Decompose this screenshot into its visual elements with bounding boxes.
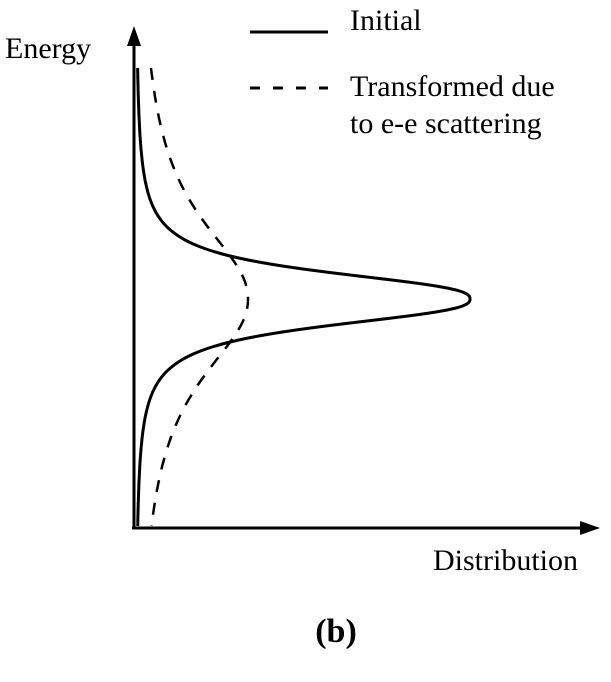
- transformed-distribution-curve: [149, 67, 250, 527]
- legend-transformed-label-line2: to e-e scattering: [350, 107, 542, 140]
- initial-distribution-curve: [136, 67, 472, 527]
- y-axis-arrowhead-icon: [127, 26, 141, 46]
- y-axis-label: Energy: [5, 32, 91, 65]
- legend-initial-label: Initial: [350, 4, 422, 37]
- legend-transformed-label-line1: Transformed due: [350, 70, 555, 103]
- x-axis-arrowhead-icon: [580, 521, 600, 535]
- panel-label: (b): [315, 613, 357, 650]
- x-axis-label: Distribution: [433, 544, 578, 577]
